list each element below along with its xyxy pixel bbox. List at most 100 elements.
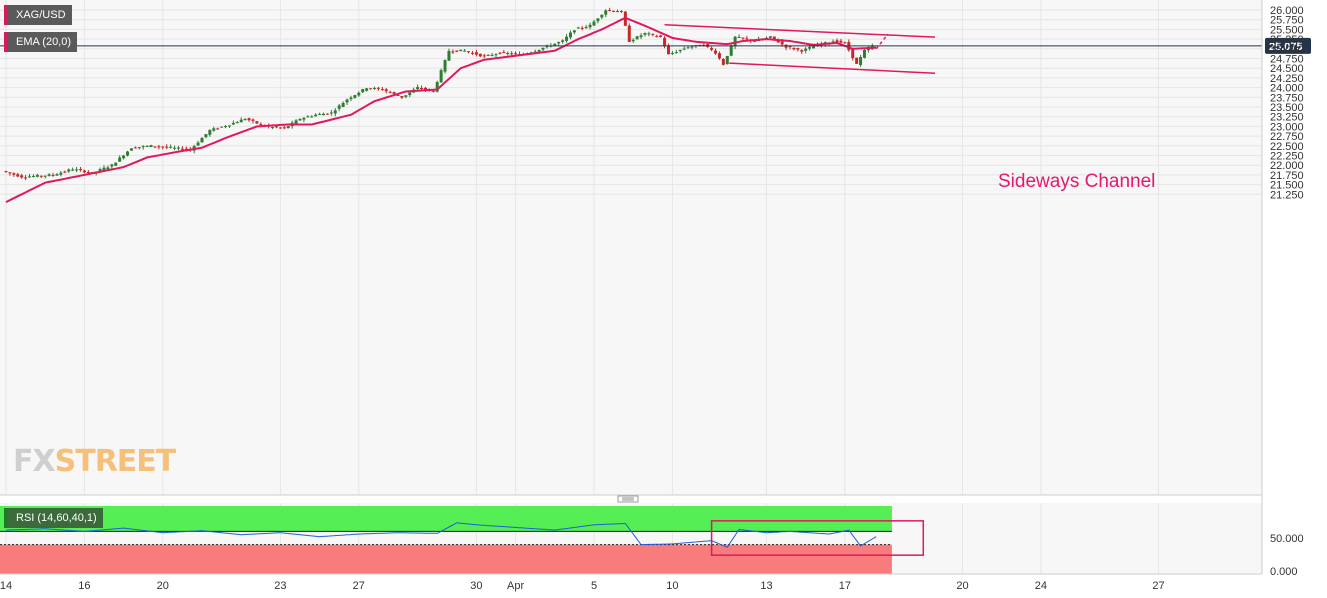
price-tick-label: 21.500 <box>1270 180 1304 192</box>
candle-body <box>274 126 278 128</box>
candle-body <box>333 110 337 114</box>
candle-body <box>596 18 600 22</box>
candle-body <box>388 91 392 93</box>
candle-body <box>463 50 467 52</box>
candle-body <box>616 11 620 13</box>
candle-body <box>494 54 498 56</box>
candle-body <box>231 122 235 125</box>
candle-body <box>690 46 694 48</box>
price-tick-label: 23.000 <box>1270 121 1304 133</box>
candle-body <box>239 119 243 123</box>
candle-body <box>772 36 776 40</box>
candle-body <box>220 126 224 128</box>
candle-body <box>608 9 612 11</box>
candle-body <box>8 172 12 174</box>
candle-body <box>647 33 651 35</box>
candle-body <box>271 127 275 129</box>
candle-body <box>447 50 451 61</box>
candle-body <box>651 33 655 35</box>
price-tick-label: 24.250 <box>1270 73 1304 85</box>
candle-body <box>631 39 635 42</box>
candle-body <box>310 116 314 118</box>
candle-body <box>251 119 255 121</box>
candle-body <box>329 112 333 114</box>
candle-body <box>627 25 631 42</box>
candle-body <box>580 27 584 29</box>
candle-body <box>557 42 561 44</box>
candle-body <box>490 55 494 57</box>
candle-body <box>804 48 808 51</box>
candle-body <box>392 92 396 94</box>
candle-body <box>416 87 420 90</box>
candle-body <box>831 41 835 43</box>
x-tick-label: 20 <box>956 580 968 592</box>
candle-body <box>39 175 43 177</box>
candle-body <box>149 145 153 148</box>
symbol-legend[interactable]: XAG/USD <box>4 5 72 25</box>
candles <box>4 7 874 181</box>
sideways-channel-annotation: Sideways Channel <box>998 171 1156 192</box>
candle-body <box>851 49 855 59</box>
candle-body <box>576 27 580 29</box>
candle-body <box>862 50 866 58</box>
x-tick-label: 24 <box>1035 580 1047 592</box>
candle-body <box>474 52 478 55</box>
candle-body <box>141 146 145 148</box>
candle-body <box>796 48 800 50</box>
candle-body <box>106 167 110 170</box>
ema-legend[interactable]: EMA (20,0) <box>4 32 78 52</box>
price-tick-label: 24.500 <box>1270 63 1304 75</box>
candle-body <box>24 177 28 179</box>
candle-body <box>200 137 204 143</box>
candle-body <box>537 49 541 52</box>
candle-body <box>365 88 369 91</box>
price-tick-label: 23.250 <box>1270 112 1304 124</box>
axes: 26.00025.75025.50025.25025.00024.75024.5… <box>0 0 1304 592</box>
price-tick-label: 25.250 <box>1270 34 1304 46</box>
candle-body <box>686 47 690 49</box>
candle-body <box>565 36 569 41</box>
candle-body <box>859 57 863 65</box>
candle-body <box>717 53 721 59</box>
candle-body <box>126 151 130 156</box>
panel-resize-handle[interactable] <box>617 495 639 503</box>
candle-body <box>169 146 173 148</box>
rsi-overbought-zone <box>0 506 892 532</box>
candle-body <box>102 167 106 171</box>
candle-body <box>741 37 745 39</box>
x-tick-label: 27 <box>1152 580 1164 592</box>
candle-body <box>153 146 157 148</box>
candle-body <box>180 148 184 150</box>
price-tick-label: 21.750 <box>1270 170 1304 182</box>
rsi-tick-label: 50.000 <box>1270 533 1304 545</box>
price-tick-label: 25.500 <box>1270 24 1304 36</box>
price-panel <box>0 0 1262 495</box>
candle-body <box>478 53 482 57</box>
candle-body <box>682 48 686 50</box>
candle-body <box>753 40 757 42</box>
candle-body <box>314 114 318 117</box>
candle-body <box>28 176 32 178</box>
candle-body <box>59 172 63 175</box>
candle-body <box>514 53 518 55</box>
price-tick-label: 22.250 <box>1270 151 1304 163</box>
candle-body <box>584 27 588 29</box>
price-tick-label: 25.750 <box>1270 15 1304 27</box>
candle-body <box>47 174 51 176</box>
candle-body <box>133 147 137 149</box>
candle-body <box>118 157 122 162</box>
candle-body <box>353 95 357 98</box>
candle-body <box>666 45 670 55</box>
x-tick-label: 13 <box>760 580 772 592</box>
candle-body <box>122 155 126 159</box>
candle-body <box>137 147 141 149</box>
candle-body <box>235 122 239 124</box>
candle-body <box>541 47 545 50</box>
rsi-legend[interactable]: RSI (14,60,40,1) <box>4 508 103 528</box>
candle-body <box>800 50 804 52</box>
last-price-label-bg <box>1265 37 1311 54</box>
candle-body <box>212 128 216 131</box>
rsi-highlight-box <box>710 520 925 556</box>
candle-body <box>78 169 82 171</box>
